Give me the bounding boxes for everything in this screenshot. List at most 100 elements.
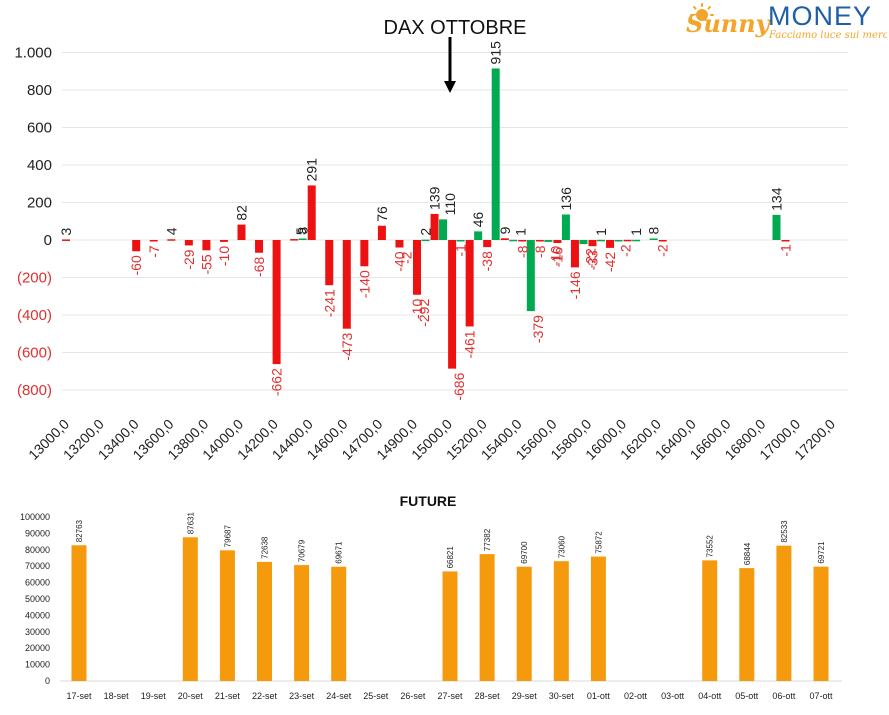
bar xyxy=(202,240,211,251)
bar xyxy=(597,239,605,242)
data-label: -10 xyxy=(409,299,425,319)
bar xyxy=(535,240,544,242)
x-tick-label: 04-ott xyxy=(698,691,722,701)
data-label: -68 xyxy=(251,257,267,277)
data-label: -140 xyxy=(356,270,372,298)
data-label: -662 xyxy=(269,368,285,396)
x-tick-label: 21-set xyxy=(215,691,241,701)
bar xyxy=(325,240,334,286)
x-tick-label: 22-set xyxy=(252,691,278,701)
bar xyxy=(219,550,235,681)
data-label: 9 xyxy=(497,226,513,234)
y-tick-label: 40000 xyxy=(25,610,50,620)
data-label: 82533 xyxy=(780,520,789,543)
logo-word: MONEY xyxy=(768,2,872,31)
data-label: 110 xyxy=(442,193,458,216)
x-tick-label: 25-set xyxy=(363,691,389,701)
x-tick-label: 29-set xyxy=(512,691,538,701)
x-tick-label: 28-set xyxy=(475,691,501,701)
y-tick-label: 800 xyxy=(27,82,52,99)
bar xyxy=(590,556,606,681)
data-label: -2 xyxy=(618,244,634,257)
bar xyxy=(237,224,246,240)
bar xyxy=(776,545,792,681)
bar xyxy=(509,239,518,242)
y-tick-label: 70000 xyxy=(25,561,50,571)
y-tick-label: 100000 xyxy=(20,512,50,522)
data-label: 69700 xyxy=(520,541,529,564)
future-volume-chart: FUTURE 0 10000 20000 30000 40000 50000 60000 70… xyxy=(20,493,842,701)
bar xyxy=(483,240,492,248)
y-tick-label: 200 xyxy=(27,195,52,212)
bar xyxy=(500,238,509,240)
y-tick-label: 30000 xyxy=(25,627,50,637)
data-label: 139 xyxy=(427,186,443,210)
bar xyxy=(395,240,404,248)
y-tick-label: (600) xyxy=(17,345,52,362)
y-tick-label: 20000 xyxy=(25,643,50,653)
bar xyxy=(632,239,641,242)
bar xyxy=(255,240,264,253)
y-tick-label: 60000 xyxy=(25,578,50,588)
y-tick-label: 600 xyxy=(27,120,52,137)
bar xyxy=(219,240,228,242)
x-tick-label: 26-set xyxy=(400,691,426,701)
data-label: -8 xyxy=(514,245,530,258)
x-tick-label: 03-ott xyxy=(661,691,685,701)
data-label: -60 xyxy=(128,255,144,275)
bar xyxy=(456,240,465,242)
future-bars xyxy=(71,537,829,681)
data-label: -241 xyxy=(321,289,337,317)
data-label: 76 xyxy=(374,206,390,222)
x-tick-label: 19-set xyxy=(141,691,167,701)
data-label: -146 xyxy=(567,271,583,299)
data-label: 136 xyxy=(558,187,574,211)
bar xyxy=(491,68,500,240)
data-label: 46 xyxy=(470,212,486,228)
data-label: 1 xyxy=(512,228,528,236)
bar xyxy=(377,225,386,240)
data-label: 79687 xyxy=(223,525,232,548)
dax-open-interest-chart: DAX OTTOBRE 1.000 800 600 400 200 0 (200) (400)… xyxy=(14,17,848,463)
bar xyxy=(739,568,755,681)
data-label: 82763 xyxy=(75,519,84,542)
future-x-axis-ticks: 17-set 18-set 19-set 20-set 21-set 22-set 23-s… xyxy=(66,691,833,701)
data-label: 73060 xyxy=(557,535,566,558)
data-label: 73552 xyxy=(706,535,715,558)
data-label: -2 xyxy=(398,251,414,264)
x-tick-label: 17-set xyxy=(66,691,92,701)
x-tick-label: 18-set xyxy=(104,691,130,701)
bar xyxy=(149,240,158,242)
y-tick-label: 0 xyxy=(45,676,50,686)
data-label: -292 xyxy=(416,299,432,327)
data-label: 75872 xyxy=(594,531,603,554)
bar xyxy=(360,240,369,267)
y-tick-label: (200) xyxy=(17,270,52,287)
data-label: -38 xyxy=(479,251,495,271)
y-tick-label: 90000 xyxy=(25,528,50,538)
bar xyxy=(182,537,198,681)
bar xyxy=(479,554,495,681)
bar xyxy=(623,239,632,242)
data-label: 66821 xyxy=(446,546,455,569)
data-label: -10 xyxy=(547,246,563,266)
y-axis-ticks: 1.000 800 600 400 200 0 (200) (400) (600) (800) xyxy=(14,45,52,400)
bar xyxy=(658,240,667,242)
data-label: 291 xyxy=(304,158,320,182)
data-labels: 3-60-74-29 -55 -1082-68-66285291-241-473-1… xyxy=(58,41,794,401)
data-label: 1 xyxy=(593,228,609,236)
bar xyxy=(184,240,193,246)
bar xyxy=(772,214,781,240)
data-label: -10 xyxy=(216,246,232,266)
y-tick-label: 50000 xyxy=(25,594,50,604)
data-label: 87631 xyxy=(186,511,195,534)
data-label: -33 xyxy=(585,250,601,270)
bar xyxy=(331,566,347,681)
bar xyxy=(294,565,310,681)
bar xyxy=(781,240,790,242)
bar xyxy=(430,213,439,240)
data-label: -1 xyxy=(778,244,794,257)
data-label: 4 xyxy=(163,227,179,235)
bar xyxy=(442,571,458,681)
bar xyxy=(516,566,532,681)
